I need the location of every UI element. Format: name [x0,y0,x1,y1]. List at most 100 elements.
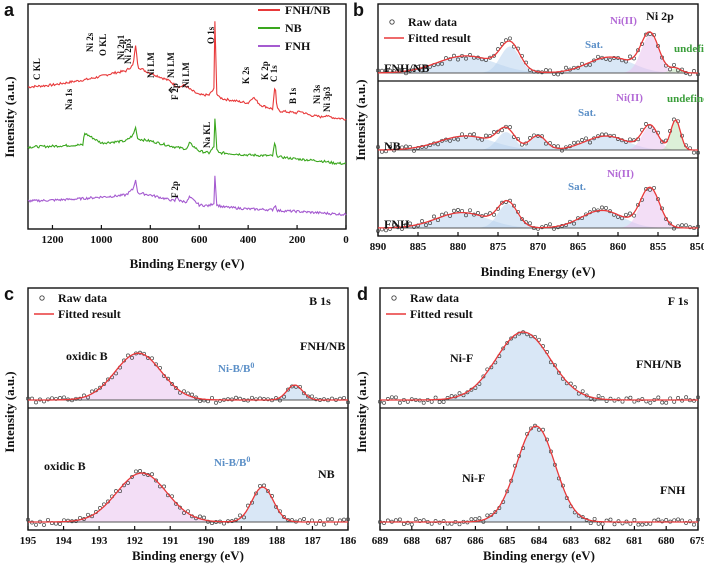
panel-c-x-ticklabel-9: 186 [340,535,357,547]
raw-data-point [154,478,158,483]
raw-data-point [676,396,681,400]
raw-data-point [476,211,480,215]
raw-data-point [632,518,637,522]
panel-b-x-ticklabel-6: 860 [610,241,627,253]
raw-data-point [242,515,246,520]
fitted-curve [380,425,698,523]
raw-data-point [628,137,632,142]
raw-data-point [481,374,486,379]
raw-data-point [640,522,645,527]
raw-data-point [509,336,514,341]
panel-a: a 1200 1000 800 600 400 200 0 C KL Ni 2s O KL Ni … [2,0,349,271]
raw-data-point [62,395,66,400]
raw-data-point [150,472,154,477]
legend-raw-label: Raw data [410,291,459,305]
raw-data-point [170,382,174,386]
raw-data-point [668,67,672,72]
raw-data-point [198,514,202,519]
raw-data-point [138,469,142,473]
component-fill [378,55,698,73]
peak-label-3: FNH [660,483,686,497]
raw-data-point [150,356,154,361]
raw-data-point [286,387,290,392]
raw-data-point [456,208,460,212]
raw-data-point [556,72,560,77]
panel-c-label: c [4,284,14,304]
raw-data-point [436,142,440,147]
panel-c-x-ticklabel-5: 190 [198,535,215,547]
panel-a-x-ticklabel-6: 0 [343,234,349,246]
raw-data-point [457,522,462,527]
raw-data-point [484,133,488,138]
raw-data-point [592,207,596,212]
raw-data-point [580,515,585,520]
raw-data-point [34,522,38,527]
raw-data-point [397,400,402,405]
raw-data-point [584,136,588,141]
raw-data-point [302,391,306,396]
annotation-13: B 1s [288,87,298,104]
annotation-14: Ni 3s [312,84,322,104]
raw-data-point [660,400,665,405]
panel-b-ylabel: Intensity (a.u.) [353,79,368,160]
raw-data-point [342,395,346,400]
component-fill [380,426,698,522]
fitted-curve [28,352,348,401]
raw-data-point [401,522,406,526]
raw-data-point [656,395,661,400]
legend-raw-marker [391,295,397,301]
raw-data-point [680,223,684,228]
raw-data-point [492,212,496,217]
raw-data-point [424,223,428,228]
raw-data-point [282,515,286,519]
panel-c-ylabel: Intensity (a.u.) [2,371,17,452]
annotation-17: Na KL [202,122,212,148]
panel-a-x-ticklabel-2: 800 [142,234,159,246]
legend-label-1: NB [285,21,302,35]
raw-data-point [624,212,628,217]
raw-data-point [580,138,584,142]
panel-a-ticks: 1200 1000 800 600 400 200 0 [41,225,349,246]
peak-label-2: FNH/NB [300,339,345,353]
raw-data-point [580,389,585,394]
component-fill [378,210,698,228]
component-fill [378,188,698,228]
peak-label-0: oxidic B [66,349,108,363]
raw-data-point [429,399,434,404]
panel-c-x-ticklabel-8: 187 [304,535,321,547]
panel-b-xlabel: Binding Energy (eV) [481,264,596,279]
raw-data-point [306,520,310,525]
raw-data-point [600,521,605,526]
raw-data-point [98,385,102,390]
panel-a-frame [27,3,347,230]
raw-data-point [696,395,700,400]
raw-data-point [452,208,456,213]
raw-data-point [218,398,222,403]
raw-data-point [318,519,322,524]
raw-data-point [393,395,398,400]
raw-data-point [656,517,661,522]
raw-data-point [644,521,649,526]
panel-d-x-ticklabel-2: 687 [435,535,452,547]
raw-data-point [302,517,306,521]
raw-data-point [214,400,218,405]
raw-data-points [378,423,700,527]
raw-data-point [182,510,186,515]
raw-data-point [692,69,696,73]
series-fnh-nb [27,21,347,121]
raw-data-point [672,399,677,404]
raw-data-point [413,517,418,522]
peak-label-1: FNH/NB [636,357,681,371]
component-fill [28,353,348,400]
peak-label-2: Ni-F [462,471,485,485]
panel-a-series [27,21,347,217]
panel-d-x-ticklabel-10: 679 [690,535,704,547]
panel-d-ylabel: Intensity (a.u.) [354,371,369,452]
raw-data-point [684,520,689,525]
raw-data-point [330,517,334,522]
series-nb [27,118,347,166]
panel-a-x-ticklabel-4: 400 [240,234,257,246]
panel-b-x-ticklabel-7: 855 [650,241,667,253]
panel-c-title: B 1s [309,294,331,308]
